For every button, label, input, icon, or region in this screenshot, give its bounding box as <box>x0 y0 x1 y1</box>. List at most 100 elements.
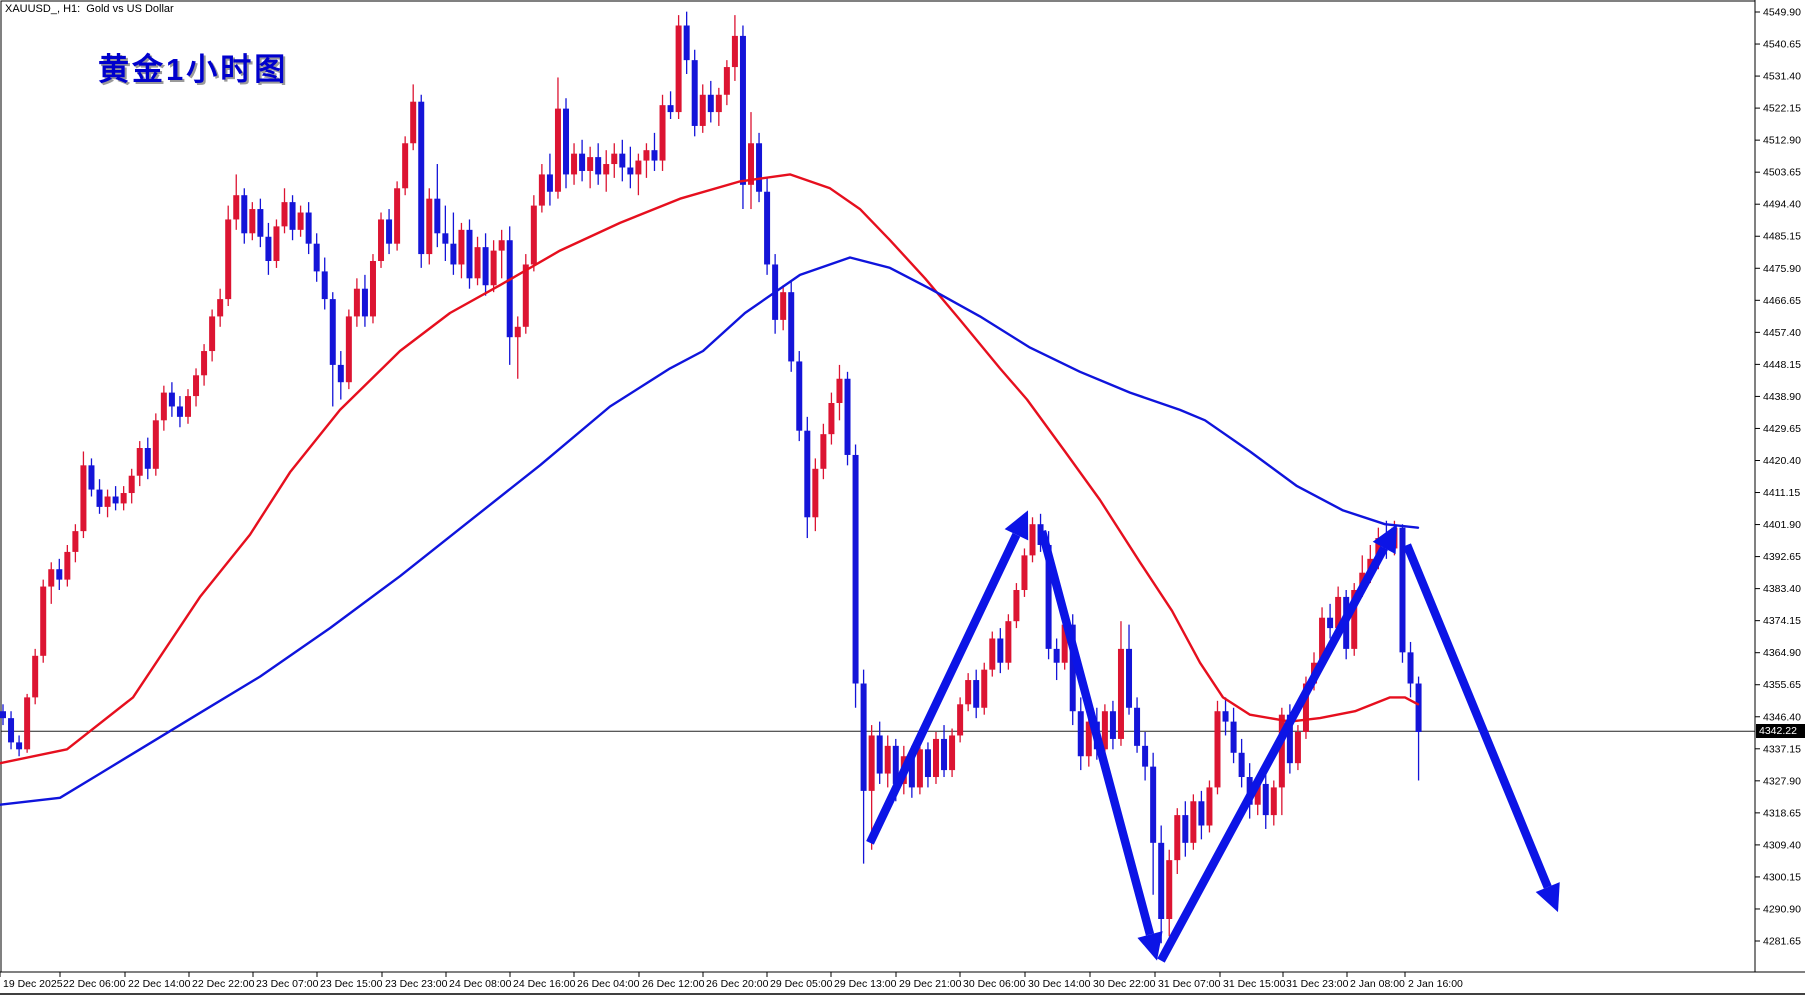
candle-up <box>820 434 827 469</box>
candle-down <box>1126 648 1133 708</box>
candle-down <box>418 101 425 255</box>
price-tick-label: 4420.40 <box>1763 455 1801 467</box>
chart-annotation-text[interactable]: 黄金1小时图 <box>98 52 289 87</box>
candle-down <box>941 738 948 771</box>
time-tick-label: 19 Dec 2025 <box>3 978 63 990</box>
candle-up <box>1351 590 1358 649</box>
candle-down <box>1109 711 1116 739</box>
price-tick-label: 4346.40 <box>1763 711 1801 723</box>
time-tick-label: 2 Jan 16:00 <box>1408 978 1463 990</box>
candle-down <box>1407 652 1414 684</box>
trend-arrow-shaft <box>1037 530 1155 936</box>
candle-down <box>667 105 674 113</box>
candle-down <box>112 496 119 504</box>
candle-up <box>699 94 706 126</box>
price-tick-label: 4290.90 <box>1763 903 1801 915</box>
candle-up <box>1375 538 1382 559</box>
candle-up <box>225 219 232 300</box>
time-tick-label: 23 Dec 07:00 <box>256 978 319 990</box>
price-tick-label: 4318.65 <box>1763 807 1801 819</box>
candle-up <box>120 493 127 504</box>
time-tick-label: 22 Dec 06:00 <box>63 978 126 990</box>
candle-down <box>924 749 931 778</box>
candle-up <box>490 250 497 286</box>
candle-up <box>603 164 610 175</box>
candle-down <box>1222 711 1229 722</box>
candle-down <box>804 430 811 518</box>
candle-down <box>176 406 183 417</box>
candle-up <box>48 569 55 587</box>
candle-up <box>981 669 988 708</box>
candle-up <box>643 150 650 161</box>
candle-up <box>965 680 972 705</box>
time-tick-label: 22 Dec 22:00 <box>192 978 255 990</box>
trend-arrow-shaft <box>1157 545 1388 963</box>
trend-arrow-head <box>1535 882 1560 913</box>
candle-up <box>217 299 224 317</box>
candle-up <box>1005 621 1012 663</box>
candle-up <box>812 468 819 518</box>
candle-up <box>916 749 923 788</box>
price-tick-label: 4401.90 <box>1763 519 1801 531</box>
trend-arrow-shaft <box>1403 543 1552 889</box>
candle-down <box>997 638 1004 663</box>
price-tick-label: 4337.15 <box>1763 743 1801 755</box>
candle-down <box>973 680 980 708</box>
time-tick-label: 30 Dec 22:00 <box>1093 978 1156 990</box>
candle-up <box>72 531 79 552</box>
candle-down <box>361 288 368 317</box>
price-tick-label: 4540.65 <box>1763 39 1801 51</box>
candle-up <box>40 586 47 656</box>
candle-up <box>611 153 618 165</box>
price-tick-label: 4355.65 <box>1763 679 1801 691</box>
candle-up <box>184 396 191 417</box>
price-axis[interactable]: 4549.90 4540.65 4531.40 4522.15 4512.90 4503.… <box>1754 0 1801 972</box>
price-tick-label: 4281.65 <box>1763 936 1801 948</box>
price-tick-label: 4466.65 <box>1763 295 1801 307</box>
candle-up <box>1254 783 1261 805</box>
time-tick-label: 24 Dec 08:00 <box>449 978 512 990</box>
candle-up <box>402 143 409 189</box>
candle-up <box>394 188 401 244</box>
candle-up <box>136 448 143 476</box>
ma-slow-blue-line <box>0 256 1420 806</box>
candle-down <box>1327 617 1334 629</box>
candle-up <box>474 247 481 279</box>
price-tick-label: 4457.40 <box>1763 327 1801 339</box>
candle-down <box>289 202 296 230</box>
price-tick-label: 4438.90 <box>1763 391 1801 403</box>
time-tick-label: 24 Dec 16:00 <box>513 978 576 990</box>
candles-series <box>0 11 1422 944</box>
candle-up <box>297 212 304 230</box>
candle-down <box>892 745 899 784</box>
candle-up <box>932 738 939 778</box>
candle-down <box>1399 527 1406 653</box>
candle-up <box>1335 596 1342 629</box>
candle-down <box>908 756 915 788</box>
candle-up <box>1190 801 1197 843</box>
candle-down <box>56 569 63 580</box>
time-axis[interactable]: 19 Dec 2025 22 Dec 06:00 22 Dec 14:00 22 De… <box>0 972 1463 990</box>
candle-down <box>144 448 151 469</box>
candle-down <box>691 60 698 126</box>
price-tick-label: 4383.40 <box>1763 583 1801 595</box>
time-tick-label: 30 Dec 14:00 <box>1028 978 1091 990</box>
candle-down <box>450 243 457 265</box>
candle-down <box>1198 801 1205 826</box>
candle-down <box>1069 624 1076 712</box>
candle-up <box>635 160 642 175</box>
candle-up <box>1101 711 1108 750</box>
time-tick-label: 26 Dec 20:00 <box>706 978 769 990</box>
candle-up <box>1085 721 1092 757</box>
price-tick-label: 4411.15 <box>1763 487 1800 499</box>
candle-up <box>989 638 996 670</box>
candle-up <box>1302 683 1309 732</box>
candle-up <box>426 198 433 255</box>
candle-up <box>675 25 682 113</box>
candle-up <box>1117 648 1124 739</box>
price-tick-label: 4549.90 <box>1763 7 1801 19</box>
price-tick-label: 4531.40 <box>1763 71 1801 83</box>
trend-arrows[interactable] <box>866 510 1560 963</box>
